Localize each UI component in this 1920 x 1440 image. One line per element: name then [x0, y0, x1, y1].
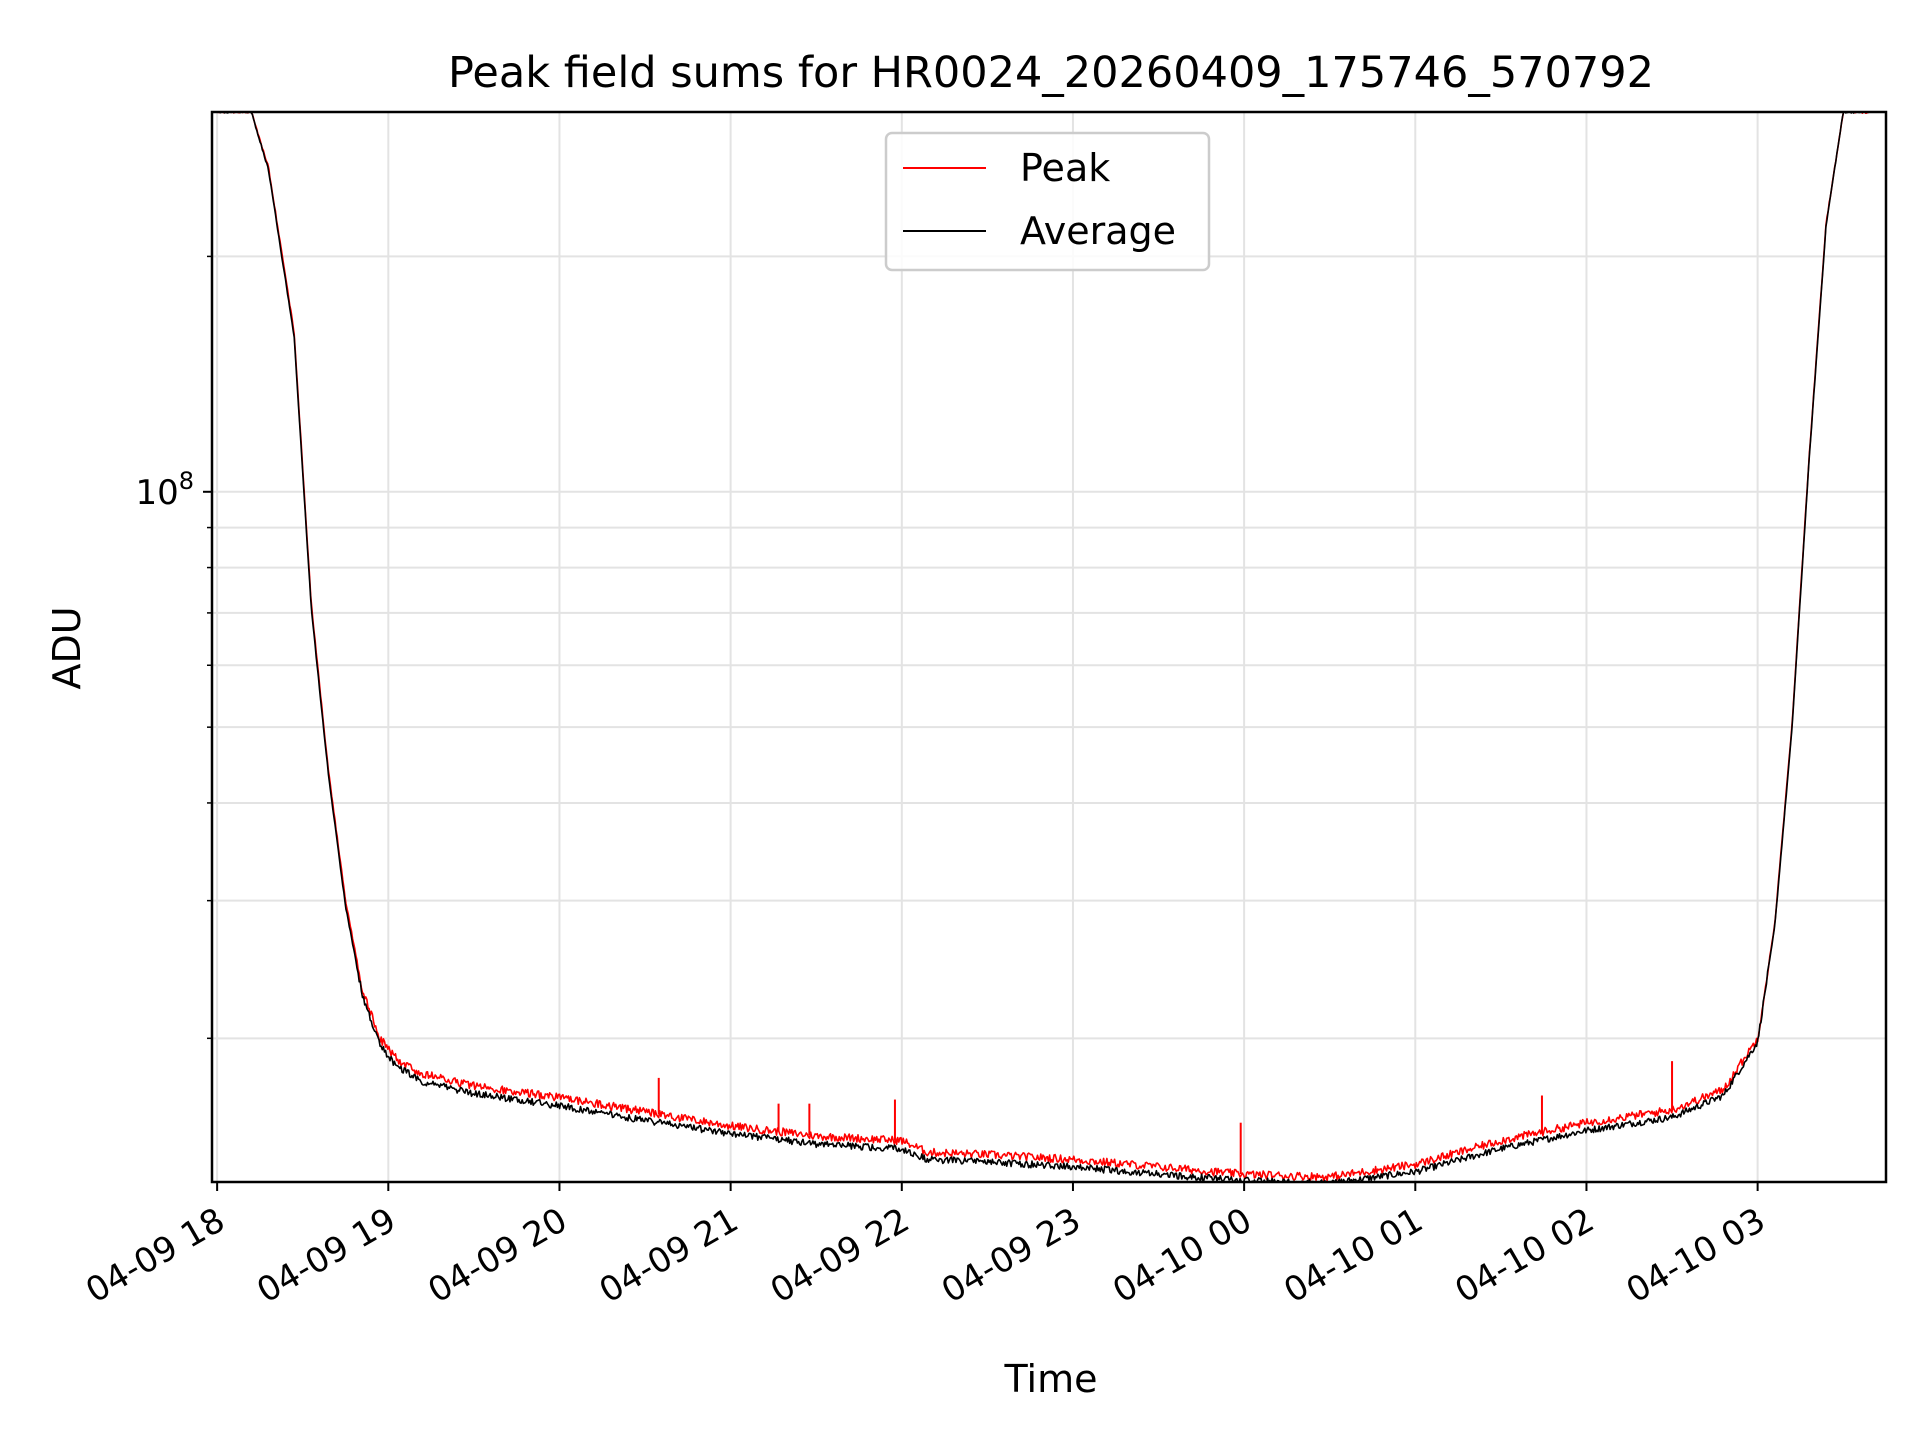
series-layer [216, 112, 1870, 1182]
y-tick-label: 108 [135, 467, 194, 513]
grid-lines [212, 112, 1886, 1182]
series-line-peak [216, 112, 1870, 1182]
y-axis-label: ADU [45, 606, 89, 689]
legend-peak-label: Peak [1020, 146, 1110, 190]
chart-title: Peak field sums for HR0024_20260409_1757… [448, 48, 1654, 98]
series-line-average [216, 112, 1869, 1182]
y-axis: 108 [135, 255, 212, 1040]
legend-average-label: Average [1020, 209, 1176, 253]
legend: Peak Average [884, 131, 1211, 272]
x-axis-label: Time [1004, 1357, 1098, 1401]
plot-frame [210, 110, 1888, 1184]
